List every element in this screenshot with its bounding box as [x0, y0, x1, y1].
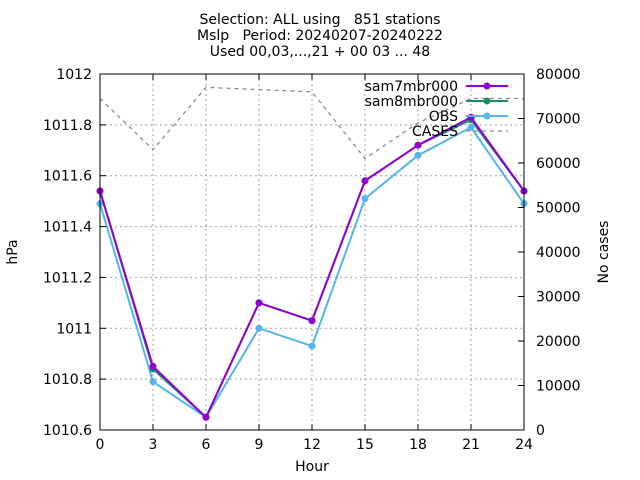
legend-marker-sam7mbr000 — [483, 82, 491, 90]
data-point-sam7mbr000 — [414, 141, 422, 149]
x-tick-label: 12 — [303, 437, 321, 453]
x-tick-label: 21 — [462, 437, 480, 453]
x-tick-label: 24 — [515, 437, 533, 453]
x-tick-label: 0 — [96, 437, 105, 453]
legend-marker-OBS — [483, 112, 491, 120]
legend-label-sam7mbr000: sam7mbr000 — [365, 79, 458, 95]
y-axis-label: hPa — [5, 239, 21, 264]
series-line-sam7mbr000 — [99, 115, 525, 419]
x-tick-label: 3 — [149, 437, 158, 453]
legend-label-CASES: CASES — [412, 124, 458, 140]
y-tick-label: 1011.8 — [43, 118, 92, 134]
data-point-OBS — [361, 195, 369, 203]
y2-tick-label: 80000 — [536, 67, 581, 83]
y2-tick-label: 10000 — [536, 379, 581, 395]
data-point-OBS — [308, 342, 316, 350]
y-tick-label: 1011.4 — [43, 220, 92, 236]
x-tick-label: 6 — [202, 437, 211, 453]
y2-axis-label: No cases — [596, 221, 612, 284]
data-point-sam7mbr000 — [149, 362, 157, 370]
y2-tick-label: 40000 — [536, 245, 581, 261]
data-point-sam7mbr000 — [361, 177, 369, 185]
y2-tick-label: 0 — [536, 423, 545, 439]
y2-tick-label: 20000 — [536, 334, 581, 350]
y-tick-label: 1012 — [56, 67, 92, 83]
x-tick-label: 18 — [409, 437, 427, 453]
chart-title-line-2: Mslp Period: 20240207-20240222 — [197, 28, 443, 44]
legend-label-OBS: OBS — [429, 109, 458, 125]
axis-ticks: 0 3 6 9 12 15 18 21 24 1010.6 1010.8 1011 1011.2 1011… — [43, 67, 581, 453]
data-point-sam7mbr000 — [255, 299, 263, 307]
y-tick-label: 1011.6 — [43, 169, 92, 185]
grid — [100, 74, 524, 430]
x-tick-label: 15 — [356, 437, 374, 453]
y-tick-label: 1010.8 — [43, 372, 92, 388]
data-point-OBS — [255, 324, 263, 332]
x-axis-label: Hour — [295, 459, 329, 475]
y-tick-label: 1010.6 — [43, 423, 92, 439]
data-point-sam7mbr000 — [467, 113, 475, 121]
legend-marker-sam8mbr000 — [483, 97, 491, 105]
data-point-OBS — [414, 151, 422, 159]
chart-title-line-1: Selection: ALL using 851 stations — [199, 12, 441, 28]
legend-label-sam8mbr000: sam8mbr000 — [365, 94, 458, 110]
y-tick-label: 1011.2 — [43, 270, 92, 286]
data-point-sam7mbr000 — [202, 413, 210, 421]
data-point-OBS — [149, 378, 157, 386]
y2-tick-label: 30000 — [536, 290, 581, 306]
data-point-OBS — [467, 123, 475, 131]
series-layer — [96, 86, 528, 421]
y2-tick-label: 60000 — [536, 156, 581, 172]
y2-tick-label: 70000 — [536, 112, 581, 128]
y-tick-label: 1011 — [56, 321, 92, 337]
chart-title-line-3: Used 00,03,...,21 + 00 03 ... 48 — [209, 44, 431, 60]
series-line-CASES — [99, 86, 524, 160]
y2-tick-label: 50000 — [536, 201, 581, 217]
data-point-sam7mbr000 — [308, 317, 316, 325]
x-tick-label: 9 — [255, 437, 264, 453]
